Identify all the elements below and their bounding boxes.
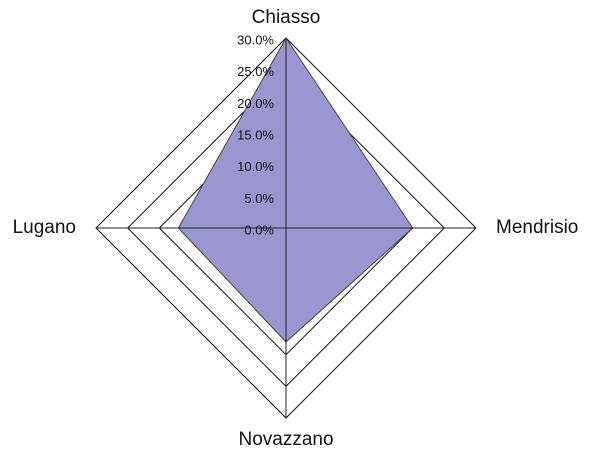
radar-area [177, 37, 414, 343]
y-tick-label: 15.0% [237, 127, 274, 142]
y-tick-label: 0.0% [244, 222, 274, 237]
y-tick-label: 25.0% [237, 64, 274, 79]
category-label: Chiasso [252, 7, 321, 28]
y-tick-label: 30.0% [237, 32, 274, 47]
category-label: Novazzano [238, 429, 333, 450]
category-label: Lugano [13, 217, 76, 238]
y-tick-label: 20.0% [237, 96, 274, 111]
y-tick-label: 5.0% [244, 191, 274, 206]
category-label: Mendrisio [496, 217, 578, 238]
y-tick-label: 10.0% [237, 159, 274, 174]
